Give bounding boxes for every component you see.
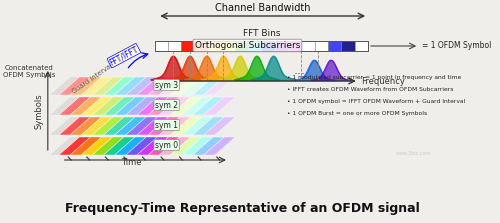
Bar <box>181 41 194 51</box>
Text: Frequency: Frequency <box>362 76 406 85</box>
Text: sym 1: sym 1 <box>155 120 178 130</box>
Bar <box>194 41 208 51</box>
Polygon shape <box>114 77 146 95</box>
Polygon shape <box>59 77 90 95</box>
Bar <box>288 41 302 51</box>
Polygon shape <box>50 77 80 95</box>
Bar <box>302 41 314 51</box>
Text: Symbols: Symbols <box>34 93 43 129</box>
Polygon shape <box>81 77 113 95</box>
Polygon shape <box>182 97 213 115</box>
Polygon shape <box>148 117 180 135</box>
Polygon shape <box>70 137 102 155</box>
Text: Orthogonal Subcarriers: Orthogonal Subcarriers <box>194 41 300 50</box>
Polygon shape <box>81 137 113 155</box>
Polygon shape <box>159 77 191 95</box>
Polygon shape <box>182 117 213 135</box>
Polygon shape <box>104 117 135 135</box>
Text: Channel Bandwidth: Channel Bandwidth <box>215 3 310 13</box>
Text: sym 2: sym 2 <box>155 101 178 109</box>
Text: Frequency-Time Representative of an OFDM signal: Frequency-Time Representative of an OFDM… <box>66 202 420 215</box>
Polygon shape <box>70 97 102 115</box>
Bar <box>328 41 342 51</box>
Bar <box>168 41 181 51</box>
Text: = 1 OFDM Symbol: = 1 OFDM Symbol <box>422 41 492 50</box>
Polygon shape <box>104 97 135 115</box>
Polygon shape <box>159 117 191 135</box>
Polygon shape <box>59 137 90 155</box>
Polygon shape <box>170 137 202 155</box>
Polygon shape <box>92 77 124 95</box>
Bar <box>248 41 262 51</box>
Polygon shape <box>114 97 146 115</box>
Polygon shape <box>126 137 158 155</box>
Polygon shape <box>59 117 90 135</box>
Polygon shape <box>137 117 168 135</box>
Polygon shape <box>204 77 236 95</box>
Bar <box>234 41 248 51</box>
Text: • 1 modulated subcarrier = 1 point in frequency and time: • 1 modulated subcarrier = 1 point in fr… <box>288 75 462 80</box>
Text: sym 3: sym 3 <box>155 81 178 89</box>
Polygon shape <box>81 117 113 135</box>
Bar <box>262 41 274 51</box>
Polygon shape <box>148 137 180 155</box>
Text: • 1 OFDM symbol = IFFT OFDM Waveform + Guard Interval: • 1 OFDM symbol = IFFT OFDM Waveform + G… <box>288 99 466 104</box>
Polygon shape <box>148 97 180 115</box>
Polygon shape <box>126 117 158 135</box>
Bar <box>354 41 368 51</box>
Polygon shape <box>137 97 168 115</box>
Text: www.3bio.com: www.3bio.com <box>396 151 432 156</box>
Polygon shape <box>204 137 236 155</box>
Polygon shape <box>81 97 113 115</box>
Text: Time: Time <box>121 158 142 167</box>
Text: FFT Bins: FFT Bins <box>242 29 280 38</box>
Text: • IFFT creates OFDM Waveform from OFDM Subcarriers: • IFFT creates OFDM Waveform from OFDM S… <box>288 87 454 92</box>
Text: sym 0: sym 0 <box>155 140 178 149</box>
Text: Concatenated
OFDM Symbols: Concatenated OFDM Symbols <box>3 64 56 78</box>
Bar <box>222 41 234 51</box>
Polygon shape <box>170 97 202 115</box>
Polygon shape <box>114 137 146 155</box>
Polygon shape <box>204 97 236 115</box>
Polygon shape <box>182 137 213 155</box>
Polygon shape <box>92 117 124 135</box>
Polygon shape <box>192 117 224 135</box>
Polygon shape <box>70 117 102 135</box>
Polygon shape <box>192 77 224 95</box>
Bar <box>314 41 328 51</box>
Polygon shape <box>192 137 224 155</box>
Text: ...: ... <box>294 64 306 76</box>
Polygon shape <box>50 137 80 155</box>
Polygon shape <box>92 137 124 155</box>
Polygon shape <box>159 137 191 155</box>
Bar <box>208 41 222 51</box>
Bar <box>342 41 354 51</box>
Polygon shape <box>192 97 224 115</box>
Polygon shape <box>148 77 180 95</box>
Bar <box>154 41 168 51</box>
Polygon shape <box>104 137 135 155</box>
Polygon shape <box>114 117 146 135</box>
Polygon shape <box>50 117 80 135</box>
Polygon shape <box>59 97 90 115</box>
Polygon shape <box>159 97 191 115</box>
Bar <box>274 41 288 51</box>
Polygon shape <box>104 77 135 95</box>
Bar <box>154 41 368 51</box>
Polygon shape <box>170 77 202 95</box>
Polygon shape <box>50 97 80 115</box>
Polygon shape <box>126 97 158 115</box>
Polygon shape <box>70 77 102 95</box>
Polygon shape <box>92 97 124 115</box>
Text: Guard Intervals: Guard Intervals <box>71 61 117 95</box>
Text: • 1 OFDM Burst = one or more OFDM Symbols: • 1 OFDM Burst = one or more OFDM Symbol… <box>288 111 428 116</box>
Polygon shape <box>204 117 236 135</box>
Polygon shape <box>137 137 168 155</box>
Polygon shape <box>182 77 213 95</box>
Polygon shape <box>137 77 168 95</box>
Polygon shape <box>170 117 202 135</box>
Text: FFT/IFFT: FFT/IFFT <box>108 44 140 67</box>
Polygon shape <box>126 77 158 95</box>
